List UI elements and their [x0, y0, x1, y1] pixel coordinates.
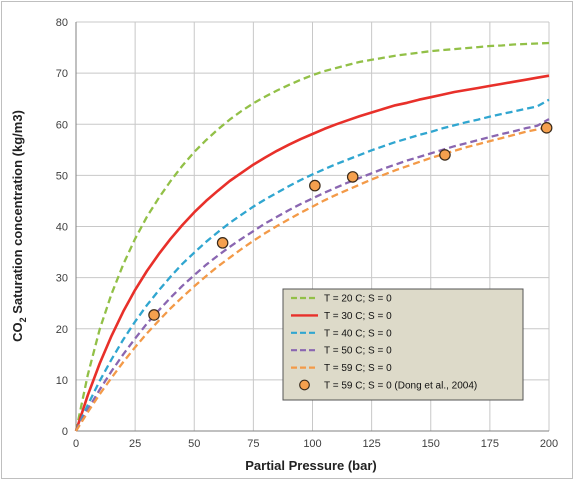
x-tick-label: 25 [129, 438, 141, 450]
x-tick-label: 200 [540, 438, 558, 450]
legend-label-1: T = 20 C; S = 0 [324, 294, 392, 305]
y-tick-label: 70 [56, 68, 68, 80]
experimental-data-point [149, 310, 159, 320]
x-axis-title: Partial Pressure (bar) [245, 458, 377, 473]
y-tick-label: 40 [56, 222, 68, 234]
x-tick-label: 175 [481, 438, 499, 450]
x-tick-label: 50 [188, 438, 200, 450]
x-tick-label: 75 [247, 438, 259, 450]
y-tick-label: 10 [56, 375, 68, 387]
y-tick-label: 50 [56, 170, 68, 182]
experimental-data-point [310, 180, 320, 190]
experimental-data-point [440, 150, 450, 160]
y-axis-title-suffix: Saturation concentration (kg/m3) [10, 110, 25, 317]
legend-label-points: T = 59 C; S = 0 (Dong et al., 2004) [324, 381, 477, 392]
y-tick-label: 60 [56, 119, 68, 131]
y-tick-label: 80 [56, 17, 68, 29]
y-axis-title-prefix: CO [10, 322, 25, 342]
x-tick-label: 150 [422, 438, 440, 450]
x-tick-label: 100 [303, 438, 321, 450]
experimental-data-point [217, 238, 227, 248]
y-tick-label: 0 [62, 426, 68, 438]
legend-label-2: T = 30 C; S = 0 [324, 311, 392, 322]
legend: T = 20 C; S = 0 T = 30 C; S = 0 T = 40 C; … [283, 289, 523, 400]
x-tick-label: 125 [362, 438, 380, 450]
x-tick-label: 0 [73, 438, 79, 450]
legend-label-3: T = 40 C; S = 0 [324, 328, 392, 339]
legend-marker-points [300, 380, 310, 390]
legend-label-5: T = 59 C; S = 0 [324, 363, 392, 374]
experimental-data-point [541, 123, 551, 133]
experimental-data-point [348, 172, 358, 182]
y-tick-label: 30 [56, 273, 68, 285]
y-tick-label: 20 [56, 324, 68, 336]
legend-label-4: T = 50 C; S = 0 [324, 346, 392, 357]
